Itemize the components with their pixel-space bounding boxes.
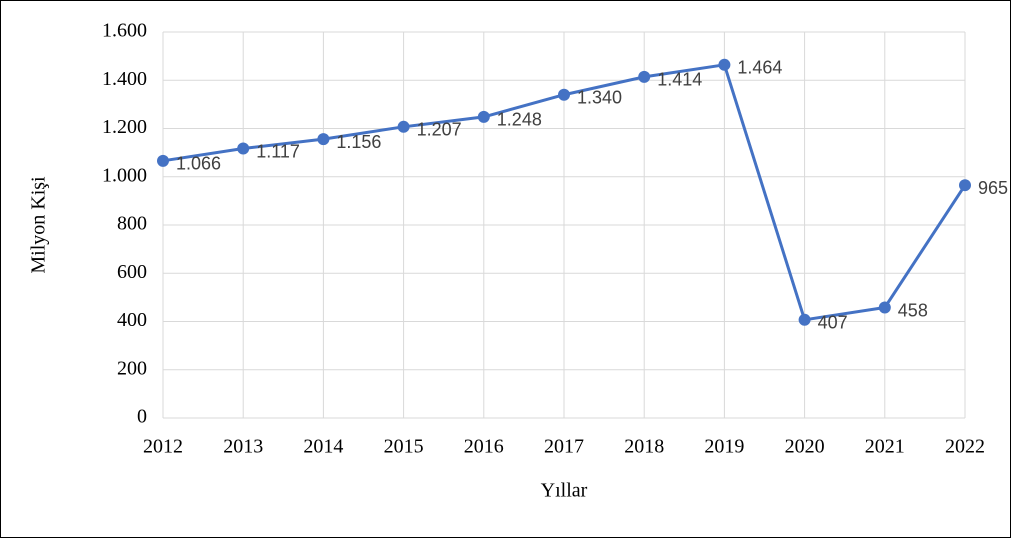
data-label: 1.248 bbox=[497, 110, 542, 130]
y-axis-title: Milyon Kişi bbox=[28, 176, 50, 274]
x-tick-label: 2015 bbox=[384, 436, 424, 458]
data-label: 1.207 bbox=[417, 120, 462, 140]
x-tick-label: 2013 bbox=[223, 436, 263, 458]
y-tick-label: 600 bbox=[117, 261, 147, 283]
x-tick-label: 2022 bbox=[945, 436, 985, 458]
x-tick-label: 2020 bbox=[785, 436, 825, 458]
y-tick-label: 800 bbox=[117, 213, 147, 235]
data-label: 1.464 bbox=[737, 58, 782, 78]
marker bbox=[878, 301, 891, 314]
data-label: 1.066 bbox=[176, 154, 221, 174]
x-axis-title: Yıllar bbox=[541, 480, 588, 502]
x-tick-label: 2018 bbox=[624, 436, 664, 458]
marker bbox=[959, 179, 971, 192]
marker bbox=[638, 70, 651, 83]
x-tick-label: 2021 bbox=[865, 436, 905, 458]
data-label: 965 bbox=[978, 178, 1008, 198]
data-label: 1.414 bbox=[657, 70, 702, 90]
y-tick-label: 1.200 bbox=[102, 116, 147, 138]
y-tick-label: 1.600 bbox=[102, 20, 147, 42]
y-tick-label: 200 bbox=[117, 357, 147, 379]
marker bbox=[237, 142, 250, 155]
y-tick-label: 0 bbox=[137, 406, 147, 428]
marker bbox=[558, 88, 570, 101]
x-tick-label: 2019 bbox=[704, 436, 744, 458]
data-label: 1.117 bbox=[256, 141, 300, 161]
marker bbox=[718, 58, 731, 71]
marker bbox=[317, 133, 330, 146]
x-tick-label: 2014 bbox=[303, 436, 343, 458]
y-tick-label: 400 bbox=[117, 309, 147, 331]
x-tick-label: 2016 bbox=[464, 436, 504, 458]
marker bbox=[397, 120, 410, 133]
data-label: 407 bbox=[818, 313, 848, 333]
y-tick-label: 1.400 bbox=[102, 68, 147, 90]
x-tick-label: 2012 bbox=[143, 436, 183, 458]
x-tick-label: 2017 bbox=[544, 436, 584, 458]
data-label: 458 bbox=[898, 300, 928, 320]
marker bbox=[157, 154, 169, 167]
y-tick-label: 1.000 bbox=[102, 164, 147, 186]
data-label: 1.156 bbox=[336, 132, 381, 152]
data-label: 1.340 bbox=[577, 87, 622, 107]
marker bbox=[798, 313, 811, 326]
marker bbox=[477, 110, 490, 123]
